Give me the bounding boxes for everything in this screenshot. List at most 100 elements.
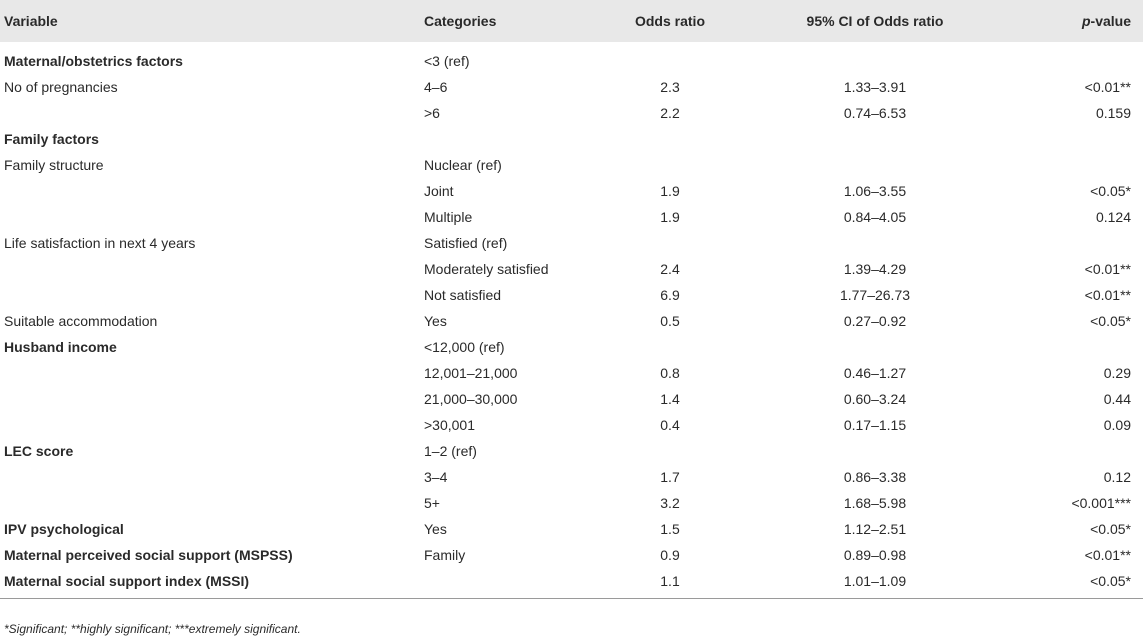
cell-variable (0, 256, 420, 282)
cell-variable (0, 386, 420, 412)
odds-ratio-table-container: Variable Categories Odds ratio 95% CI of… (0, 0, 1143, 598)
header-p-rest: -value (1090, 13, 1131, 29)
cell-odds-ratio (590, 438, 750, 464)
cell-odds-ratio: 0.9 (660, 547, 680, 563)
cell-category: Satisfied (ref) (424, 235, 508, 251)
cell-variable (0, 490, 420, 516)
cell-p-value (1000, 42, 1143, 74)
cell-p-value: <0.01** (1084, 261, 1131, 277)
cell-ci (750, 42, 1000, 74)
cell-p-value (1000, 334, 1143, 360)
cell-p-value: 0.159 (1095, 105, 1131, 121)
cell-variable: IPV psychological (4, 521, 124, 537)
cell-ci: 0.74–6.53 (843, 105, 907, 121)
cell-variable (0, 100, 420, 126)
header-p-italic: p (1081, 13, 1091, 29)
cell-odds-ratio (590, 42, 750, 74)
cell-variable (0, 360, 420, 386)
cell-odds-ratio (590, 126, 750, 152)
cell-ci: 1.33–3.91 (843, 79, 907, 95)
table-row: Multiple 1.9 0.84–4.05 0.124 (0, 204, 1143, 230)
cell-p-value: <0.05* (1090, 521, 1131, 537)
odds-ratio-table: Variable Categories Odds ratio 95% CI of… (0, 0, 1143, 598)
cell-odds-ratio: 0.8 (660, 365, 680, 381)
table-row: Husband income <12,000 (ref) (0, 334, 1143, 360)
cell-odds-ratio: 0.4 (660, 417, 680, 433)
cell-variable: Husband income (4, 339, 117, 355)
cell-odds-ratio: 6.9 (660, 287, 680, 303)
cell-p-value: <0.05* (1090, 183, 1131, 199)
cell-p-value: <0.05* (1090, 572, 1131, 589)
cell-odds-ratio: 2.2 (660, 105, 680, 121)
cell-category: <12,000 (ref) (424, 339, 505, 355)
cell-ci: 1.12–2.51 (843, 521, 907, 537)
table-footnote: *Significant; **highly significant; ***e… (4, 622, 301, 636)
cell-ci (750, 230, 1000, 256)
cell-category: 1–2 (ref) (424, 443, 477, 459)
cell-odds-ratio: 2.4 (660, 261, 680, 277)
cell-ci (750, 152, 1000, 178)
cell-variable: Maternal perceived social support (MSPSS… (4, 547, 293, 563)
cell-variable: Family factors (4, 131, 99, 147)
cell-variable: Life satisfaction in next 4 years (4, 235, 196, 251)
cell-p-value: <0.01** (1084, 79, 1131, 95)
cell-ci: 0.60–3.24 (843, 391, 907, 407)
cell-odds-ratio: 1.9 (660, 183, 680, 199)
cell-variable: Maternal/obstetrics factors (4, 53, 183, 69)
cell-odds-ratio: 2.3 (660, 79, 680, 95)
table-row: 12,001–21,000 0.8 0.46–1.27 0.29 (0, 360, 1143, 386)
header-p-value: p-value (1000, 0, 1143, 42)
cell-category: Yes (424, 521, 447, 537)
cell-category: >6 (424, 105, 440, 121)
cell-p-value (1000, 438, 1143, 464)
cell-odds-ratio (590, 230, 750, 256)
cell-category: <3 (ref) (424, 53, 470, 69)
cell-category: 3–4 (424, 469, 448, 485)
cell-odds-ratio: 3.2 (660, 495, 680, 511)
table-row: Family factors (0, 126, 1143, 152)
table-row: 3–4 1.7 0.86–3.38 0.12 (0, 464, 1143, 490)
cell-category: Nuclear (ref) (424, 157, 502, 173)
header-variable: Variable (4, 13, 58, 29)
cell-ci: 0.17–1.15 (843, 417, 907, 433)
cell-odds-ratio: 1.7 (660, 469, 680, 485)
header-row: Variable Categories Odds ratio 95% CI of… (0, 0, 1143, 42)
table-row: 5+ 3.2 1.68–5.98 <0.001*** (0, 490, 1143, 516)
cell-p-value: 0.09 (1103, 417, 1131, 433)
cell-variable (0, 412, 420, 438)
table-body: Maternal/obstetrics factors <3 (ref) No of… (0, 42, 1143, 598)
cell-category: 12,001–21,000 (424, 365, 518, 381)
cell-odds-ratio: 1.9 (660, 209, 680, 225)
cell-odds-ratio (590, 334, 750, 360)
table-row: Maternal/obstetrics factors <3 (ref) (0, 42, 1143, 74)
header-categories: Categories (424, 13, 497, 29)
table-row: >30,001 0.4 0.17–1.15 0.09 (0, 412, 1143, 438)
cell-category: >30,001 (424, 417, 475, 433)
cell-ci: 1.06–3.55 (843, 183, 907, 199)
cell-ci: 0.84–4.05 (843, 209, 907, 225)
table-row: Maternal social support index (MSSI) 1.1 1… (0, 568, 1143, 598)
cell-p-value: <0.001*** (1071, 495, 1131, 511)
table-row: >6 2.2 0.74–6.53 0.159 (0, 100, 1143, 126)
table-row: Maternal perceived social support (MSPSS… (0, 542, 1143, 568)
table-row: Joint 1.9 1.06–3.55 <0.05* (0, 178, 1143, 204)
header-odds-ratio: Odds ratio (634, 13, 705, 29)
cell-variable (0, 204, 420, 230)
cell-ci: 0.27–0.92 (843, 313, 907, 329)
table-row: 21,000–30,000 1.4 0.60–3.24 0.44 (0, 386, 1143, 412)
cell-p-value: 0.124 (1095, 209, 1131, 225)
cell-odds-ratio (590, 152, 750, 178)
cell-category: Moderately satisfied (424, 261, 549, 277)
cell-ci (750, 126, 1000, 152)
cell-variable: Maternal social support index (MSSI) (4, 572, 250, 589)
table-row: Moderately satisfied 2.4 1.39–4.29 <0.01** (0, 256, 1143, 282)
table-row: Suitable accommodation Yes 0.5 0.27–0.92 <0.… (0, 308, 1143, 334)
table-row: Family structure Nuclear (ref) (0, 152, 1143, 178)
cell-category: Joint (424, 183, 454, 199)
cell-p-value: 0.29 (1103, 365, 1131, 381)
cell-p-value (1000, 126, 1143, 152)
cell-category: Yes (424, 313, 447, 329)
table-row: IPV psychological Yes 1.5 1.12–2.51 <0.05* (0, 516, 1143, 542)
cell-variable: Family structure (4, 157, 104, 173)
cell-p-value (1000, 152, 1143, 178)
